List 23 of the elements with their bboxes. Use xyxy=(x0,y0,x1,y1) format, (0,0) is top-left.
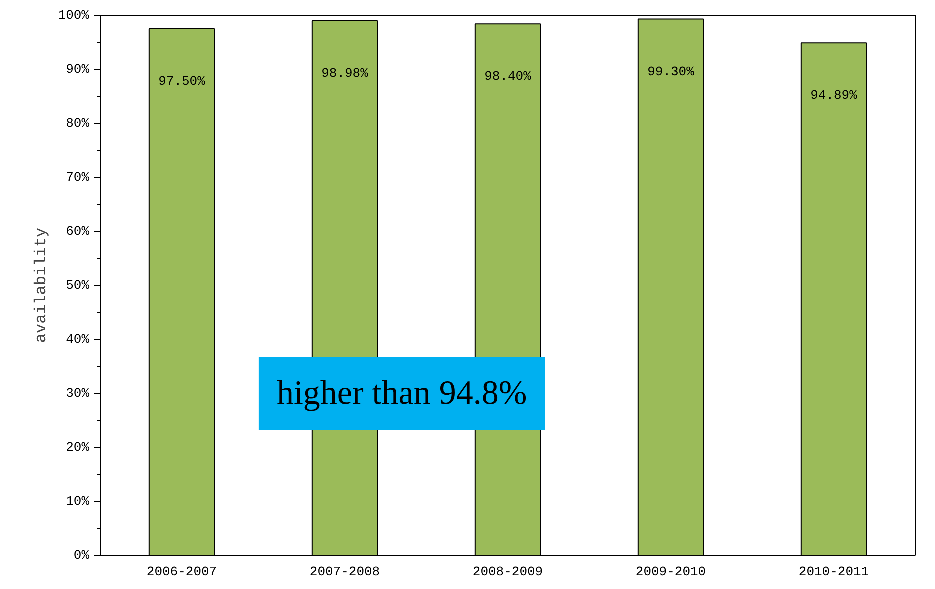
annotation: higher than 94.8% xyxy=(276,375,528,412)
y-tick-label: 80% xyxy=(66,116,90,131)
y-axis-title: availability xyxy=(32,227,50,344)
x-tick-label: 2009-2010 xyxy=(636,564,706,580)
data-label: 99.30% xyxy=(648,64,695,80)
y-tick-label: 0% xyxy=(74,548,90,563)
data-label: 98.40% xyxy=(484,69,532,84)
y-tick-label: 50% xyxy=(66,278,90,293)
data-label: 98.98% xyxy=(322,66,369,82)
y-tick-label: 60% xyxy=(66,224,90,239)
y-tick-label: 40% xyxy=(66,332,90,347)
y-tick-label: 10% xyxy=(66,494,90,509)
data-label: 94.89% xyxy=(810,88,858,104)
x-tick-label: 2006-2007 xyxy=(146,564,218,580)
y-tick-label: 90% xyxy=(66,62,90,77)
y-tick-label: 100% xyxy=(58,8,90,23)
y-tick-label: 70% xyxy=(66,170,90,185)
y-tick-label: 20% xyxy=(66,440,90,455)
x-tick-label: 2008-2009 xyxy=(472,564,544,580)
data-label: 97.50% xyxy=(158,74,206,89)
y-tick-label: 30% xyxy=(66,386,90,401)
x-tick-label: 2010-2011 xyxy=(798,564,870,580)
x-tick-label: 2007-2008 xyxy=(310,564,380,580)
